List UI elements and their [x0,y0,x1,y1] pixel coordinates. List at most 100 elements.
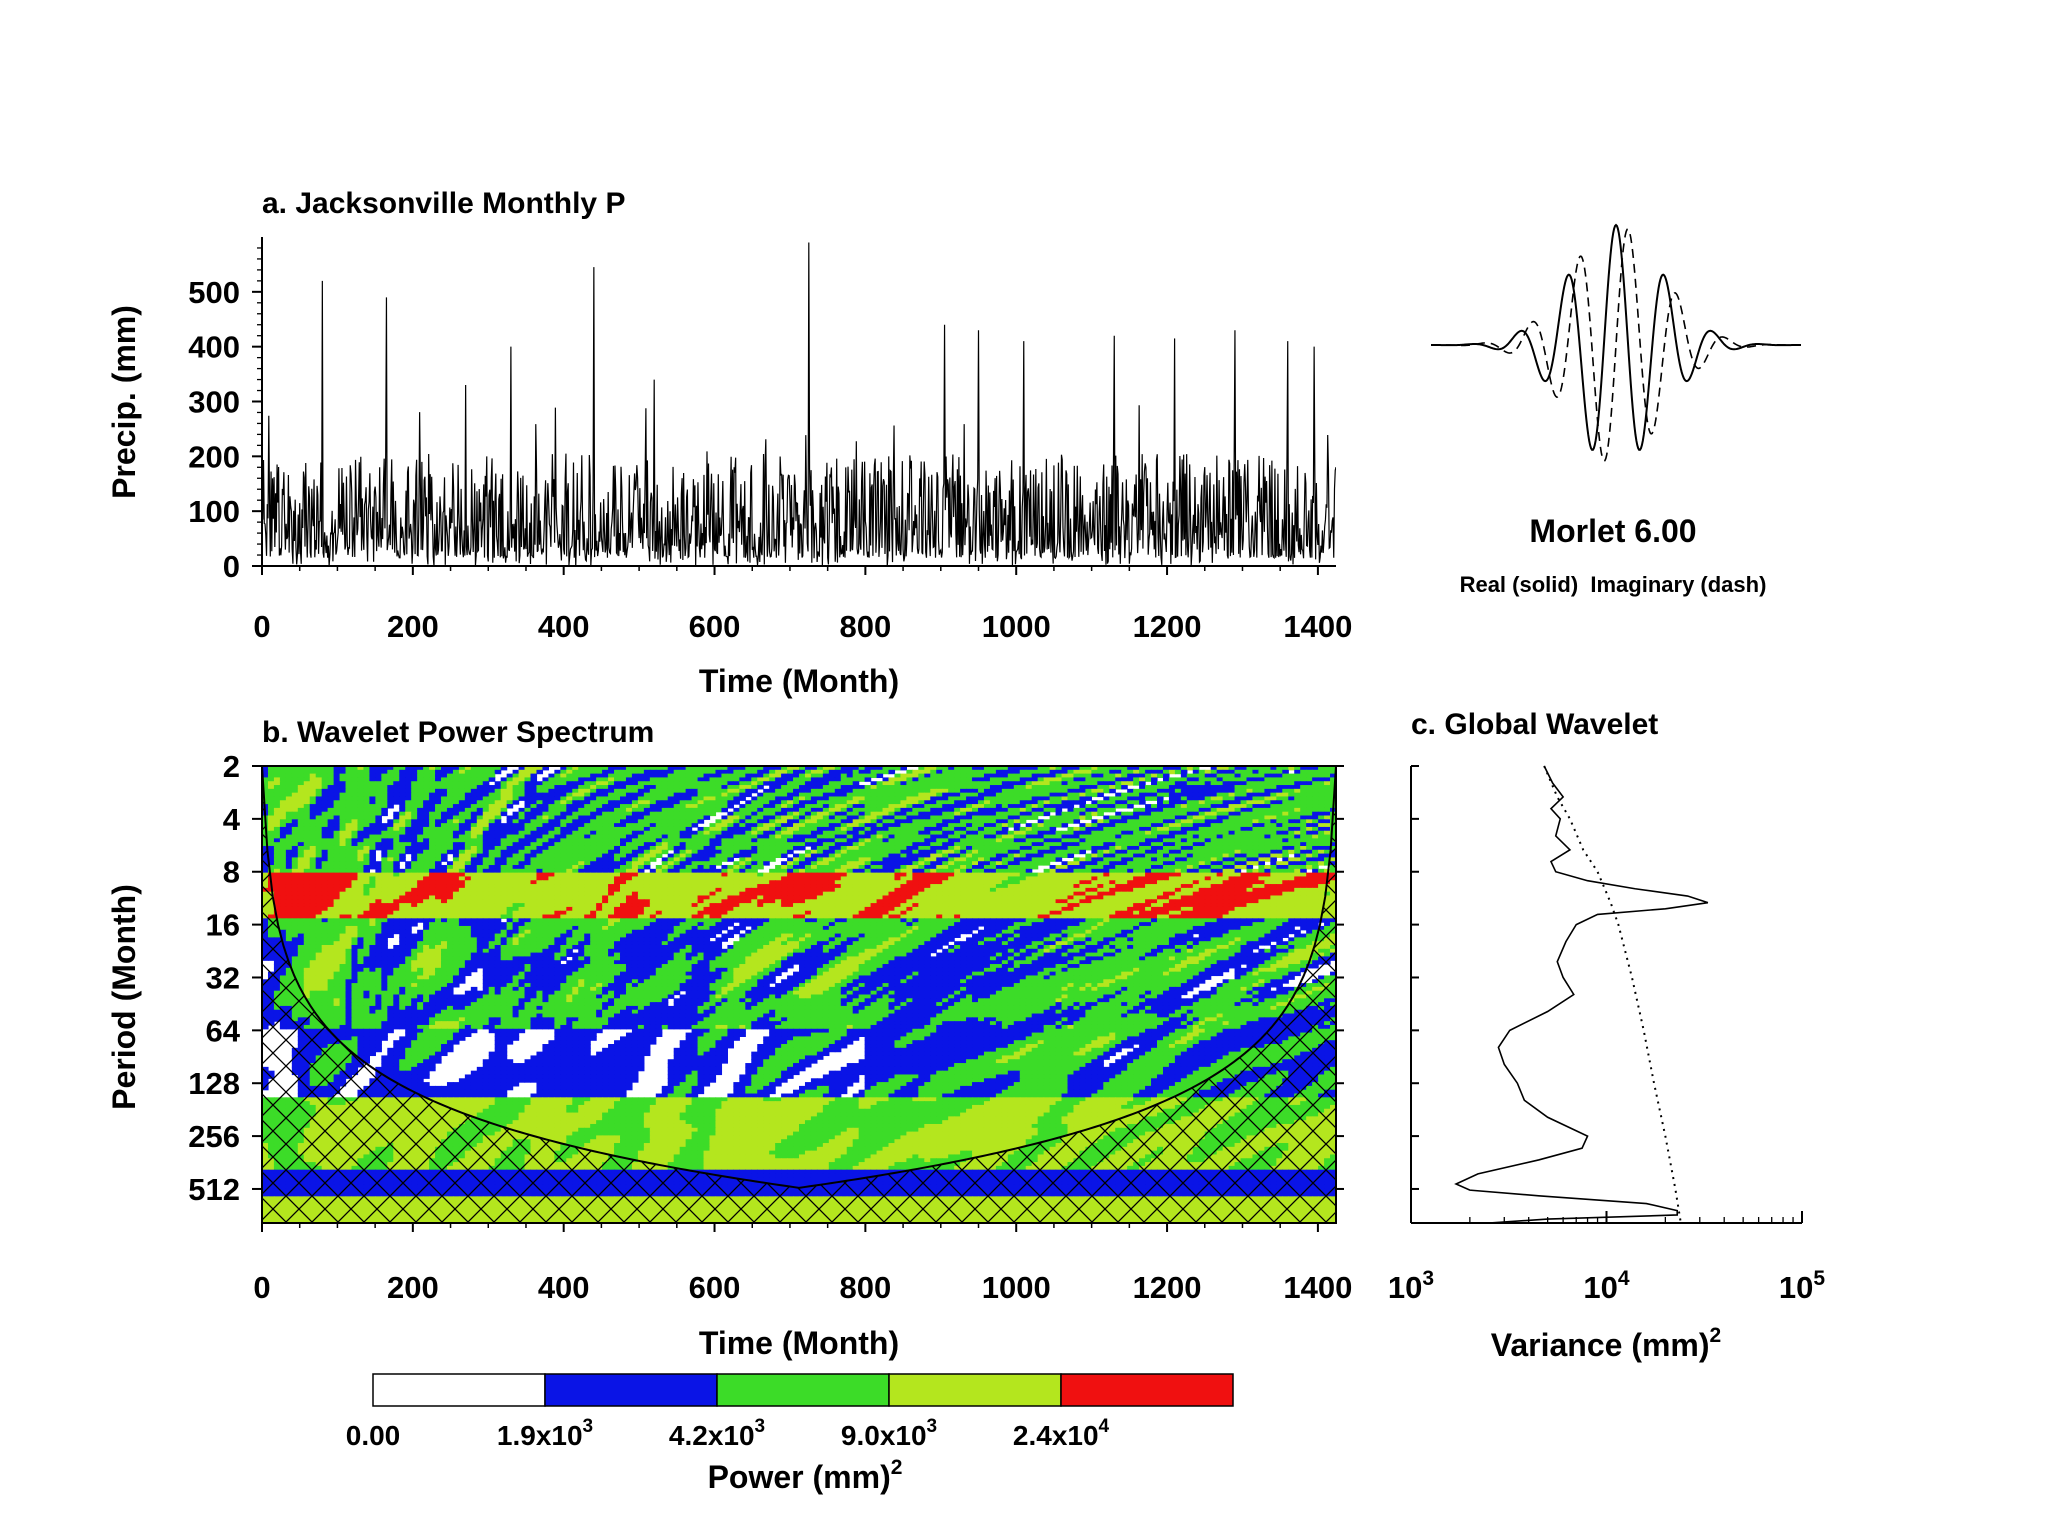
power-cell [315,815,323,820]
power-cell [1252,834,1260,839]
power-cell [966,853,973,858]
power-cell [357,804,365,809]
power-cell [584,781,591,786]
power-cell [1306,769,1313,775]
power-cell [596,800,603,805]
power-cell [852,811,860,817]
power-cell [339,853,347,858]
power-cell [625,842,633,847]
power-cell [643,773,651,779]
power-cell [530,819,538,824]
power-cell [1204,773,1212,779]
power-cell [989,834,997,839]
power-cell [804,788,812,794]
power-cell [625,807,633,813]
power-cell [691,773,699,779]
power-cell [1180,823,1188,828]
power-cell [846,807,854,813]
power-cell [1294,766,1301,771]
power-cell [715,781,723,786]
power-cell [267,853,275,858]
power-cell [500,792,508,798]
power-cell [369,842,376,847]
power-cell [924,865,931,870]
power-cell [1276,826,1283,832]
power-cell [566,785,573,790]
power-cell [775,807,782,813]
power-cell [620,811,627,817]
power-cell [900,857,907,862]
power-cell [781,849,788,855]
power-cell [273,830,281,836]
power-cell [1145,766,1152,771]
power-cell [512,838,520,843]
power-cell [936,785,943,790]
power-cell [1252,788,1260,794]
power-cell [625,868,633,874]
power-cell [554,804,561,809]
power-cell [870,792,878,798]
power-cell [763,788,770,794]
power-cell [1222,865,1230,870]
power-cell [655,766,663,771]
power-cell [703,842,711,847]
power-cell [620,838,627,843]
power-cell [470,769,478,775]
power-cell [739,781,746,786]
power-cell [518,838,526,843]
power-cell [375,823,382,828]
power-cell [1300,857,1307,862]
power-cell [608,804,615,809]
power-cell [1318,842,1325,847]
power-cell [470,796,478,801]
power-cell [1282,823,1289,828]
power-cell [351,766,359,771]
power-cell [775,826,782,832]
power-cell [1222,781,1230,786]
power-cell [1061,865,1069,870]
power-cell [954,804,961,809]
power-cell [1073,769,1081,775]
power-cell [387,857,394,862]
power-cell [739,849,746,855]
power-cell [870,826,878,832]
power-cell [703,788,711,794]
power-cell [273,804,281,809]
power-cell [715,796,723,801]
power-cell [470,804,478,809]
power-cell [1216,785,1224,790]
power-cell [596,769,603,775]
power-cell [882,834,890,839]
power-cell [1031,838,1039,843]
power-cell [1300,849,1307,855]
power-cell [900,773,907,779]
power-cell [512,842,520,847]
power-cell [369,815,376,820]
power-cell [333,773,341,779]
power-cell [1079,842,1086,847]
power-cell [429,823,436,828]
power-cell [1186,834,1194,839]
power-cell [1222,826,1230,832]
power-cell [411,868,418,874]
power-cell [978,830,985,836]
power-cell [1168,845,1176,851]
power-cell [506,804,514,809]
power-cell [1097,823,1104,828]
power-cell [936,834,943,839]
power-cell [655,785,663,790]
power-cell [637,865,645,870]
power-cell [441,792,448,798]
power-cell [799,838,806,843]
power-cell [1121,773,1128,779]
power-cell [291,766,299,771]
power-cell [888,785,896,790]
power-cell [506,773,514,779]
power-cell [900,823,907,828]
power-cell [637,804,645,809]
power-cell [1168,861,1176,866]
power-cell [1306,773,1313,779]
power-cell [357,853,365,858]
power-cell [423,773,430,779]
power-cell [983,792,991,798]
